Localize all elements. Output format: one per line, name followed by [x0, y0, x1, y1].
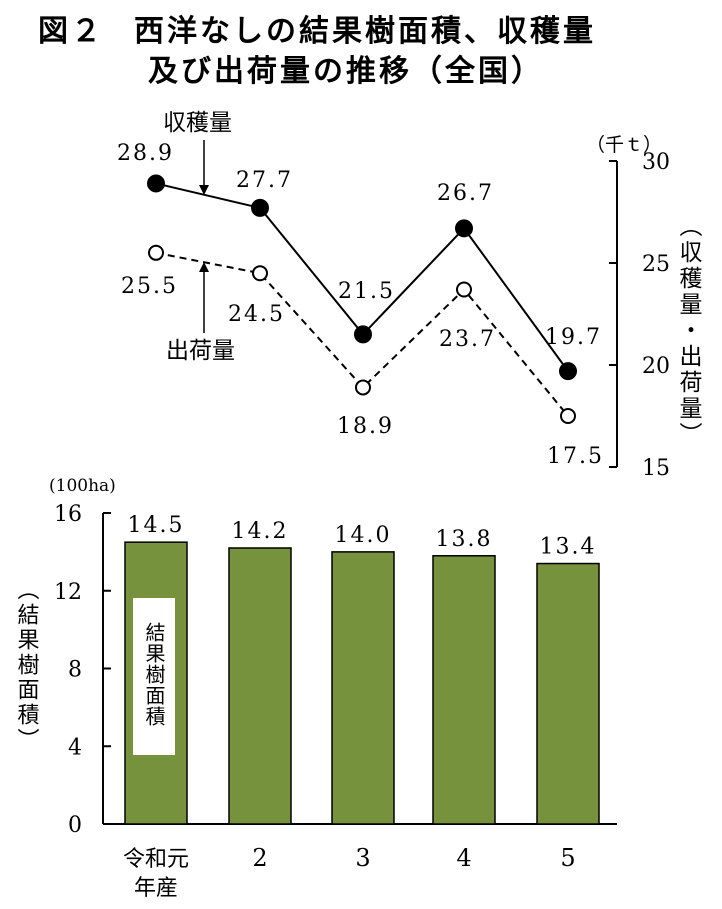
x-tick-label: 5: [560, 844, 575, 872]
series-point-harvest: [559, 362, 577, 381]
line-y-tick-label: 30: [642, 150, 670, 175]
data-label-shipment: 24.5: [228, 302, 285, 327]
data-label-harvest: 26.7: [437, 181, 494, 206]
data-label-harvest: 27.7: [236, 168, 293, 193]
page-title-line1: 図２ 西洋なしの結果樹面積、収穫量: [38, 6, 596, 50]
line-y-axis-title: （収穫量・出荷量）: [675, 214, 703, 448]
x-tick-label: 4: [456, 844, 471, 872]
x-tick-label: 令和元: [123, 847, 189, 872]
bar: [432, 555, 496, 825]
bar-y-tick-label: 4: [68, 735, 82, 760]
series-point-shipment: [456, 281, 472, 298]
title-text-line1: 西洋なしの結果樹面積、収穫量: [134, 14, 596, 49]
series-point-harvest: [147, 174, 165, 193]
figure-number: 図２: [38, 14, 104, 49]
bar-y-tick-label: 8: [68, 658, 82, 683]
data-label-harvest: 21.5: [338, 279, 395, 304]
line-y-tick-label: 20: [642, 354, 670, 379]
data-label-shipment: 25.5: [121, 274, 178, 299]
series-point-harvest: [354, 325, 372, 344]
x-tick-label: 2: [252, 844, 267, 872]
bar-y-tick-label: 16: [54, 502, 82, 527]
bar-value-label: 13.8: [436, 527, 493, 552]
line-y-tick-label: 15: [642, 456, 670, 481]
annotation-shipment-arrowhead: [199, 262, 209, 272]
bar-chart: 16 12 8 4 0 (100ha) （結果樹面積） 14.5 14.2 14.0 13.8 13.…: [14, 476, 617, 901]
annotation-harvest: 収穫量: [163, 110, 232, 136]
data-label-harvest: 28.9: [117, 141, 174, 166]
series-point-harvest: [455, 219, 473, 238]
data-label-shipment: 18.9: [337, 414, 394, 439]
data-label-shipment: 17.5: [547, 444, 604, 469]
annotation-harvest-arrowhead: [199, 185, 209, 195]
bar-series-label: 結果樹面積: [142, 622, 166, 727]
line-y-tick-label: 25: [642, 252, 670, 277]
line-y-unit: （千ｔ）: [586, 134, 662, 156]
bar-y-tick-label: 0: [68, 813, 82, 838]
bar-value-label: 13.4: [540, 535, 597, 560]
bar: [331, 551, 395, 825]
series-point-shipment: [560, 408, 576, 424]
bar-value-label: 14.2: [232, 519, 289, 544]
bar: [228, 547, 292, 825]
bar: [536, 562, 600, 825]
series-point-shipment: [252, 265, 268, 282]
data-label-harvest: 19.7: [545, 325, 602, 350]
data-label-shipment: 23.7: [439, 327, 496, 352]
series-point-harvest: [251, 198, 269, 217]
bar-value-label: 14.0: [335, 523, 392, 548]
bar-y-unit: (100ha): [49, 476, 116, 496]
x-tick-label: 3: [355, 844, 370, 872]
series-point-shipment: [355, 379, 371, 396]
line-chart: 30 25 20 15 （千ｔ） （収穫量・出荷量） 28.9 27.7 21.5 26.7 19.…: [117, 110, 703, 481]
bar-value-label: 14.5: [128, 513, 185, 538]
bar-y-tick-label: 12: [54, 580, 82, 605]
series-point-shipment: [148, 244, 164, 261]
page-title-line2: 及び出荷量の推移（全国）: [148, 54, 544, 89]
bar-series-label-box: [133, 598, 175, 755]
annotation-shipment: 出荷量: [166, 338, 235, 364]
x-tick-label: 年産: [134, 876, 178, 901]
bar-y-axis-title: （結果樹面積）: [14, 578, 40, 753]
